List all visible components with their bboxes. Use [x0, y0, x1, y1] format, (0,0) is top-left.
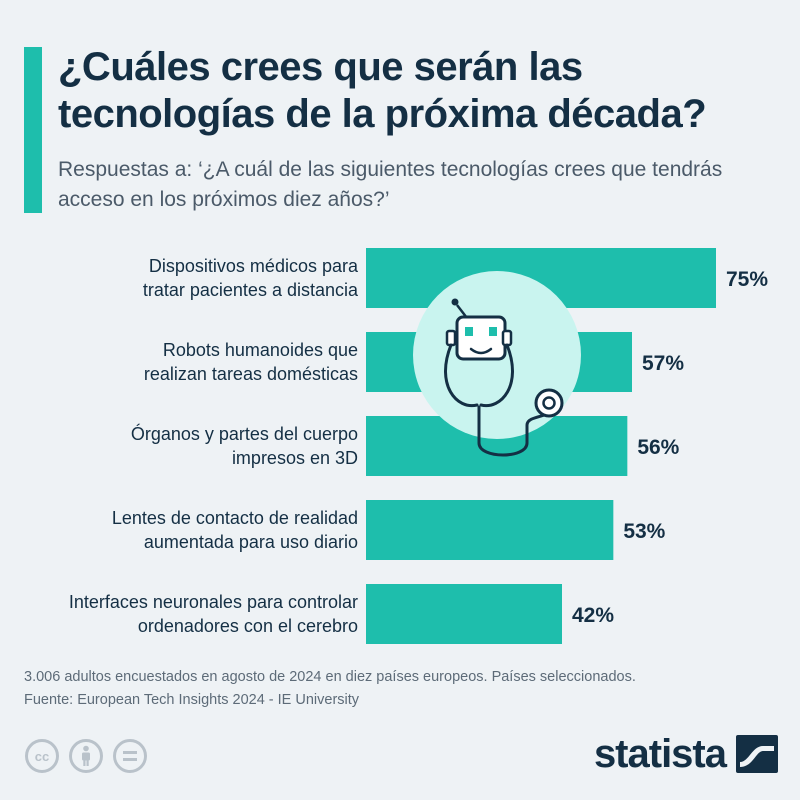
category-label: ordenadores con el cerebro [138, 616, 358, 636]
bar-chart: 75% Dispositivos médicos para tratar pacie… [69, 248, 769, 644]
chart-title: ¿Cuáles crees que serán las tecnologías … [58, 45, 707, 136]
robot-eye [465, 327, 473, 336]
title-accent-bar [24, 47, 42, 213]
footnote-note: 3.006 adultos encuestados en agosto de 2… [24, 669, 636, 685]
data-label: 42% [572, 604, 614, 627]
category-label: Robots humanoides que [163, 340, 358, 360]
stethoscope-diaphragm [542, 396, 556, 410]
category-label: impresos en 3D [232, 448, 358, 468]
bar [366, 500, 614, 560]
robot-eye [489, 327, 497, 336]
robot-ear [445, 329, 457, 347]
data-label: 57% [642, 352, 684, 375]
statista-brand[interactable]: statista [594, 730, 778, 778]
category-label: aumentada para uso diario [144, 532, 358, 552]
data-label: 53% [623, 520, 665, 543]
footnote-source: Fuente: European Tech Insights 2024 - IE… [24, 692, 360, 708]
svg-text:cc: cc [35, 749, 49, 764]
category-label: realizan tareas domésticas [144, 364, 358, 384]
stethoscope-tube [444, 343, 551, 457]
stethoscope-chestpiece [534, 388, 564, 418]
antenna-tip [451, 298, 459, 306]
category-label: Lentes de contacto de realidad [112, 508, 358, 528]
data-label: 75% [726, 268, 768, 291]
license-icons: cc [24, 738, 148, 774]
robot-ear [501, 329, 513, 347]
labels-group: 75% Dispositivos médicos para tratar pacie… [69, 256, 769, 636]
robot-mouth [469, 347, 493, 355]
robot-stethoscope-icon [413, 271, 581, 457]
cc-icon[interactable]: cc [24, 738, 60, 774]
brand-name: statista [593, 732, 727, 776]
footnote: 3.006 adultos encuestados en agosto de 2… [24, 666, 784, 712]
chart-subtitle: Respuestas a: ‘¿A cuál de las siguientes… [58, 158, 723, 211]
bar [366, 584, 562, 644]
category-label: Dispositivos médicos para [149, 256, 359, 276]
equals-noderivs-icon[interactable] [112, 738, 148, 774]
category-label: Órganos y partes del cuerpo [131, 423, 358, 444]
data-label: 56% [637, 436, 679, 459]
category-label: Interfaces neuronales para controlar [69, 592, 358, 612]
person-attribution-icon[interactable] [68, 738, 104, 774]
category-label: tratar pacientes a distancia [143, 280, 359, 300]
statista-wave-icon [736, 735, 778, 773]
